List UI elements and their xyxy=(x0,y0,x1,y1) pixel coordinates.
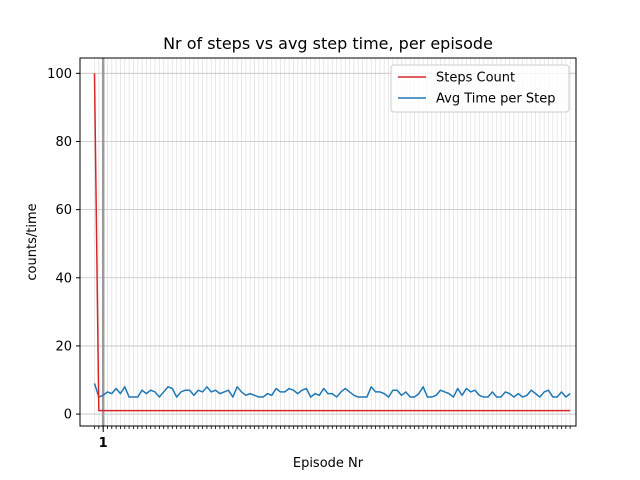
y-axis-label: counts/time xyxy=(25,203,40,280)
x-minor-ticks xyxy=(94,426,571,429)
legend: Steps Count Avg Time per Step xyxy=(390,64,570,113)
horizontal-gridlines xyxy=(80,72,576,415)
x-tick-label-1: 1 xyxy=(99,436,108,451)
y-tick-label: 20 xyxy=(55,339,72,354)
y-tick-label: 80 xyxy=(55,135,72,150)
y-tick-label: 0 xyxy=(64,408,72,423)
y-ticks: 0 20 40 60 80 100 xyxy=(47,67,80,423)
series-line-steps-count xyxy=(93,73,571,412)
x-axis-label: Episode Nr xyxy=(293,456,364,471)
vertical-gridlines xyxy=(94,58,571,426)
plot-area: 0 20 40 60 80 100 1 xyxy=(47,57,577,451)
y-tick-label: 100 xyxy=(47,67,72,82)
legend-label-avg-time-per-step: Avg Time per Step xyxy=(436,92,555,107)
y-tick-label: 40 xyxy=(55,271,72,286)
legend-box xyxy=(390,64,570,113)
y-tick-label: 60 xyxy=(55,203,72,218)
series-line-avg-time-per-step xyxy=(93,383,571,398)
series-layer xyxy=(93,73,571,412)
legend-label-steps-count: Steps Count xyxy=(436,71,515,86)
chart-title: Nr of steps vs avg step time, per episod… xyxy=(163,34,493,53)
